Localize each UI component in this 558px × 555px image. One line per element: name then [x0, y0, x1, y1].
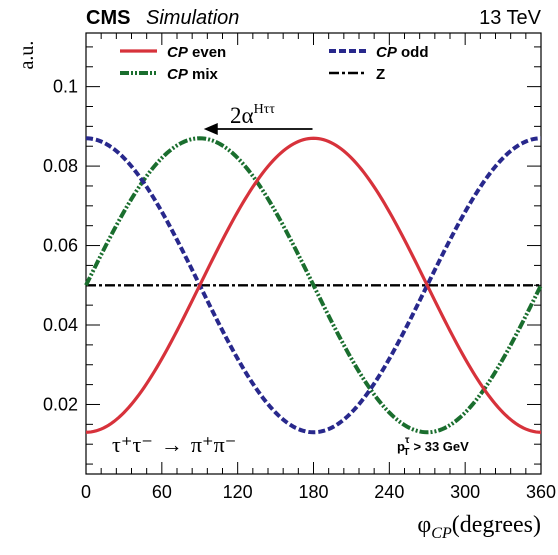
energy-label: 13 TeV	[479, 7, 542, 29]
legend-label-suffix: mix	[188, 66, 219, 83]
x-axis-title-unit: (degrees)	[452, 512, 541, 538]
x-tick-label: 300	[450, 482, 480, 502]
shift-label-sup: Hττ	[254, 102, 276, 117]
shift-label: 2αHττ	[230, 102, 275, 128]
pt-cut-rhs: > 33 GeV	[414, 439, 470, 454]
mode-label: Simulation	[146, 7, 239, 29]
pt-cut-sup: τ	[405, 435, 410, 446]
y-axis-title: a.u.	[16, 41, 38, 70]
x-tick-label: 0	[81, 482, 91, 502]
x-tick-label: 240	[374, 482, 404, 502]
legend-label: CP even	[167, 44, 226, 61]
x-axis-title-sub: CP	[431, 525, 452, 542]
x-tick-label: 360	[526, 482, 556, 502]
x-tick-label: 120	[223, 482, 253, 502]
y-tick-label: 0.02	[43, 394, 78, 414]
pt-cut-sub: T	[403, 447, 409, 458]
process-arrow: →	[161, 432, 183, 457]
process-label: τ⁺τ⁻ → π⁺π⁻	[112, 432, 236, 457]
plot-frame	[85, 32, 542, 475]
shift-arrow-head	[203, 123, 218, 135]
y-tick-label: 0.08	[43, 156, 78, 176]
shift-label-base: 2α	[230, 103, 254, 128]
series-line-cp-odd	[85, 136, 542, 435]
series-line-cp-mix	[84, 136, 543, 435]
pt-cut-label: pτ T > 33 GeV	[397, 435, 469, 458]
legend-label-prefix: CP	[376, 44, 398, 61]
legend-label: CP odd	[376, 44, 429, 61]
series-line-cp-even	[85, 136, 542, 434]
y-tick-label: 0.06	[43, 236, 78, 256]
y-tick-label: 0.04	[43, 315, 78, 335]
legend-label: Z	[376, 66, 385, 83]
legend-label-suffix: even	[188, 44, 226, 61]
legend-label-suffix: Z	[376, 66, 385, 83]
legend-label-prefix: CP	[167, 44, 189, 61]
x-axis-title: φCP(degrees)	[417, 512, 541, 542]
legend-label-prefix: CP	[167, 66, 189, 83]
axis-ticks: 0 60 120 180 240 300 360 0.02 0.04 0.06 0.08 0.1	[43, 33, 556, 502]
x-axis-title-symbol: φ	[417, 512, 431, 538]
process-lhs: τ⁺τ⁻	[112, 432, 153, 457]
x-tick-label: 60	[152, 482, 172, 502]
x-tick-label: 180	[298, 482, 328, 502]
pt-cut-lhs: p	[397, 439, 405, 454]
process-rhs: π⁺π⁻	[191, 432, 236, 457]
legend-label: CP mix	[167, 66, 219, 83]
legend-label-suffix: odd	[397, 44, 429, 61]
plot-curves	[84, 136, 543, 435]
experiment-label: CMS	[86, 7, 130, 29]
y-tick-label: 0.1	[53, 77, 78, 97]
